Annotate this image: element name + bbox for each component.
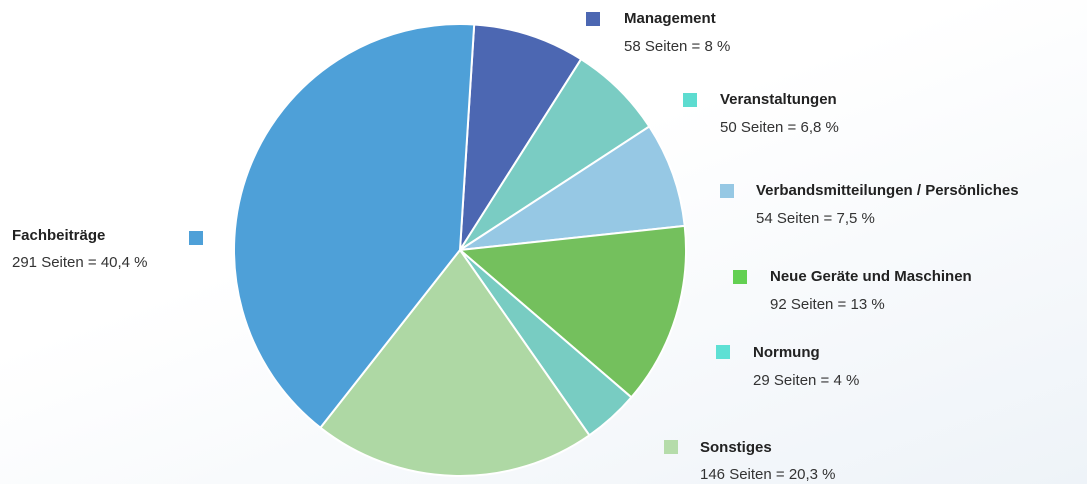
legend-value: 50 Seiten = 6,8 % xyxy=(720,119,839,136)
legend-name: Normung xyxy=(753,344,820,361)
legend-name: Veranstaltungen xyxy=(720,91,837,108)
legend-swatch xyxy=(683,93,697,107)
legend-value: 92 Seiten = 13 % xyxy=(770,296,885,313)
legend-value: 54 Seiten = 7,5 % xyxy=(756,210,875,227)
legend-swatch xyxy=(189,231,203,245)
pie-slice xyxy=(457,224,687,399)
legend-value: 291 Seiten = 40,4 % xyxy=(12,254,148,271)
legend-value: 146 Seiten = 20,3 % xyxy=(700,466,836,483)
pie-slice xyxy=(233,23,476,430)
legend-value: 58 Seiten = 8 % xyxy=(624,38,730,55)
legend-swatch xyxy=(664,440,678,454)
legend-swatch xyxy=(733,270,747,284)
legend-swatch xyxy=(716,345,730,359)
pie-slice xyxy=(318,248,591,477)
legend-name: Fachbeiträge xyxy=(12,227,105,244)
legend-value: 29 Seiten = 4 % xyxy=(753,372,859,389)
legend-name: Management xyxy=(624,10,716,27)
legend-name: Sonstiges xyxy=(700,439,772,456)
legend-swatch xyxy=(586,12,600,26)
pie-slice xyxy=(459,125,686,251)
legend-name: Verbandsmitteilungen / Persönliches xyxy=(756,182,1019,199)
legend-swatch xyxy=(720,184,734,198)
pie-slice xyxy=(459,23,583,251)
legend-name: Neue Geräte und Maschinen xyxy=(770,268,972,285)
